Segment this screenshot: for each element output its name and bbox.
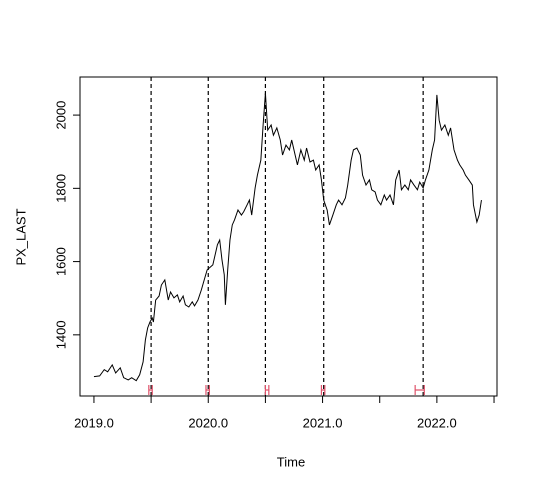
y-axis-label: PX_LAST — [13, 208, 28, 265]
x-tick-label: 2022.0 — [417, 415, 457, 430]
confidence-interval — [414, 385, 425, 395]
x-tick-label: 2021.0 — [303, 415, 343, 430]
confidence-interval — [148, 385, 153, 395]
confidence-interval — [320, 385, 326, 395]
x-tick-label: 2019.0 — [74, 415, 114, 430]
confidence-interval — [205, 385, 210, 395]
confidence-interval — [264, 385, 270, 395]
series-line — [93, 93, 482, 382]
y-tick-label: 1600 — [53, 247, 68, 276]
x-tick-label: 2020.0 — [188, 415, 228, 430]
y-tick-label: 1400 — [53, 320, 68, 349]
plot-box — [79, 76, 498, 397]
x-axis-label: Time — [277, 454, 305, 469]
y-tick-label: 1800 — [53, 174, 68, 203]
y-tick-label: 2000 — [53, 101, 68, 130]
